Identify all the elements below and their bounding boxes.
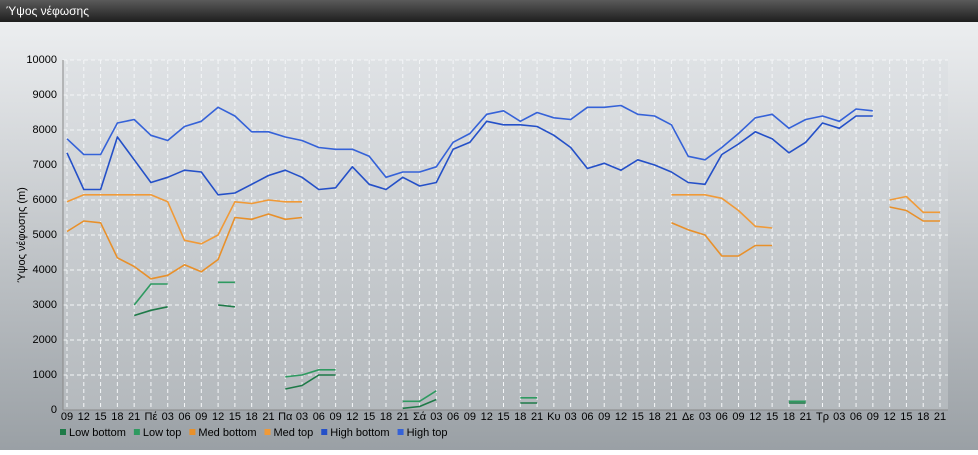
x-tick-label: 03 xyxy=(162,411,174,423)
x-tick-label: 03 xyxy=(430,411,442,423)
legend-swatch xyxy=(189,429,196,435)
x-tick-label: 18 xyxy=(648,411,660,423)
lines xyxy=(66,104,940,410)
x-tick-label: 09 xyxy=(464,411,476,423)
x-tick-label: 15 xyxy=(766,411,778,423)
series-line xyxy=(66,194,940,245)
x-tick-label: 09 xyxy=(61,411,73,423)
legend-swatch xyxy=(60,429,66,435)
x-tick-label: 18 xyxy=(246,411,258,423)
x-tick-label: 15 xyxy=(497,411,509,423)
x-tick-label: 09 xyxy=(732,411,744,423)
x-tick-label: 09 xyxy=(598,411,610,423)
x-tick-label: Κυ xyxy=(547,411,560,423)
x-tick-label: 12 xyxy=(615,411,627,423)
y-tick-label: 6000 xyxy=(33,194,57,206)
x-tick-label: 06 xyxy=(716,411,728,423)
x-tick-label: 21 xyxy=(665,411,677,423)
series-line xyxy=(133,304,806,410)
y-tick-label: 9000 xyxy=(33,89,57,101)
legend-swatch xyxy=(133,429,140,435)
y-tick-label: 7000 xyxy=(33,159,57,171)
x-tick-label: 15 xyxy=(94,411,106,423)
x-tick-label: 12 xyxy=(212,411,224,423)
y-tick-label: 5000 xyxy=(33,229,57,241)
x-tick-label: 12 xyxy=(884,411,896,423)
x-tick-label: 09 xyxy=(329,411,341,423)
y-axis-label: Ύψος νέφωσης (m) xyxy=(16,187,28,283)
y-tick-label: 4000 xyxy=(33,264,57,276)
x-tick-label: 06 xyxy=(581,411,593,423)
series-line xyxy=(66,104,873,179)
x-tick-label: Δε xyxy=(682,411,694,423)
x-tick-label: 09 xyxy=(195,411,207,423)
y-tick-label: 10000 xyxy=(26,54,57,66)
window-title: Ύψος νέφωσης xyxy=(6,4,89,18)
x-tick-label: 03 xyxy=(833,411,845,423)
x-tick-label: Πέ xyxy=(145,411,158,423)
legend-label: Med bottom xyxy=(198,427,256,439)
x-tick-label: 12 xyxy=(749,411,761,423)
title-bar xyxy=(0,0,978,22)
x-tick-label: 18 xyxy=(514,411,526,423)
grid xyxy=(62,59,948,411)
x-tick-label: 06 xyxy=(850,411,862,423)
x-tick-label: 21 xyxy=(128,411,140,423)
x-tick-label: 18 xyxy=(111,411,123,423)
x-tick-label: 06 xyxy=(178,411,190,423)
y-tick-label: 8000 xyxy=(33,124,57,136)
x-tick-label: 12 xyxy=(481,411,493,423)
series-line xyxy=(66,115,873,196)
x-tick-label: 15 xyxy=(363,411,375,423)
legend-label: High bottom xyxy=(330,427,389,439)
x-tick-label: 12 xyxy=(78,411,90,423)
legend-label: Low bottom xyxy=(69,427,126,439)
x-tick-label: Σά xyxy=(413,411,427,423)
x-tick-label: 03 xyxy=(699,411,711,423)
x-tick-label: 15 xyxy=(900,411,912,423)
y-tick-label: 2000 xyxy=(33,334,57,346)
x-tick-label: 15 xyxy=(632,411,644,423)
legend-label: High top xyxy=(407,427,448,439)
x-tick-label: 06 xyxy=(447,411,459,423)
legend-swatch xyxy=(321,429,328,435)
x-tick-label: 09 xyxy=(867,411,879,423)
y-tick-label: 3000 xyxy=(33,299,57,311)
x-tick-label: Τρ xyxy=(816,411,829,423)
y-tick-label: 1000 xyxy=(33,369,57,381)
legend-swatch xyxy=(264,429,271,435)
series-line xyxy=(66,206,940,280)
legend-swatch xyxy=(397,429,404,435)
x-tick-label: 03 xyxy=(565,411,577,423)
x-tick-label: Πα xyxy=(278,411,293,423)
legend-label: Med top xyxy=(274,427,314,439)
x-tick-label: 12 xyxy=(346,411,358,423)
x-tick-label: 21 xyxy=(934,411,946,423)
y-tick-label: 0 xyxy=(51,404,57,416)
x-tick-label: 21 xyxy=(800,411,812,423)
x-tick-label: 18 xyxy=(380,411,392,423)
x-tick-label: 03 xyxy=(296,411,308,423)
x-tick-label: 21 xyxy=(262,411,274,423)
x-tick-label: 06 xyxy=(313,411,325,423)
legend-label: Low top xyxy=(143,427,182,439)
x-tick-label: 18 xyxy=(783,411,795,423)
x-tick-label: 18 xyxy=(917,411,929,423)
series-line xyxy=(133,281,806,403)
x-tick-label: 21 xyxy=(531,411,543,423)
x-tick-label: 21 xyxy=(397,411,409,423)
labels: 0 1000 2000 3000 4000 5000 6000 7000 8000 9000 100… xyxy=(26,54,946,439)
x-tick-label: 15 xyxy=(229,411,241,423)
